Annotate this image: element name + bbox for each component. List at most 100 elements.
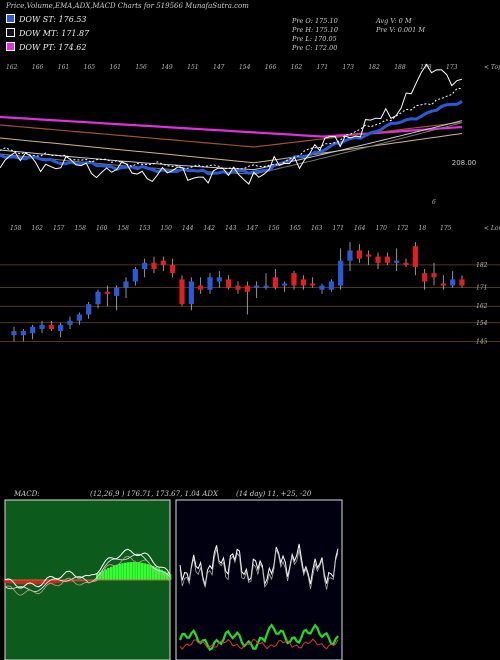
price-tick-label: 171 [476, 285, 487, 292]
bottom-tick-label: 156 [268, 225, 280, 232]
macd-histogram-bar [107, 567, 110, 580]
pre-volume: Pre V: 0.001 M [376, 26, 426, 34]
macd-histogram-bar [37, 580, 40, 585]
ohlc-low: Pre L: 170.05 [292, 35, 337, 43]
candle-body [338, 260, 344, 286]
candle-body [282, 283, 288, 286]
macd-histogram-bar [160, 569, 163, 580]
candle-body [366, 254, 372, 257]
bottom-tick-label: 18 [419, 225, 427, 232]
bottom-tick-label: 143 [225, 225, 237, 232]
macd-histogram-bar [143, 563, 147, 580]
macd-histogram-bar [14, 580, 18, 584]
macd-histogram-bar [123, 562, 127, 580]
top-tick-label: 166 [32, 64, 44, 71]
bottom-tick-label: 171 [333, 225, 344, 232]
macd-histogram-bar [87, 580, 91, 582]
top-tick-label: 188 [394, 64, 406, 71]
ema-price-line [0, 63, 463, 185]
macd-histogram-bar [31, 580, 35, 585]
ema-st-line [0, 100, 463, 176]
candle-body [20, 331, 26, 336]
top-tick-label: 166 [265, 64, 277, 71]
candle-body [132, 269, 138, 282]
macd-histogram-bar [151, 565, 155, 580]
candle-body [188, 281, 194, 305]
top-tick-label: 171 [317, 64, 328, 71]
candle-body [300, 279, 306, 286]
adx-plus-di-line [178, 623, 339, 652]
candle-body [142, 262, 148, 270]
legend-dow-st: DOW ST: 176.53 [6, 14, 87, 24]
top-axis-label: < Tops [484, 64, 500, 71]
top-tick-label: 173 [446, 64, 458, 71]
candle-body [375, 256, 381, 263]
macd-histogram-bar [163, 571, 166, 580]
candle-body [86, 304, 92, 315]
macd-histogram-bar [48, 580, 52, 584]
top-tick-label: 147 [213, 64, 225, 71]
candle-body [39, 324, 45, 329]
candle-body [272, 277, 278, 288]
macd-histogram-bar [129, 562, 133, 580]
bottom-tick-label: 165 [290, 225, 302, 232]
top-tick-label: 173 [342, 64, 354, 71]
macd-histogram-bar [34, 580, 38, 585]
candle-body [403, 262, 409, 265]
candle-body [67, 320, 73, 325]
price-tick-label: 162 [476, 303, 488, 310]
macd-histogram-bar [121, 563, 124, 580]
bottom-tick-label: 160 [96, 225, 108, 232]
macd-histogram-bar [59, 580, 63, 583]
candle-body [104, 291, 110, 294]
bottom-tick-label: 158 [75, 225, 87, 232]
candle-body [198, 285, 204, 290]
candle-body [170, 264, 176, 274]
adx-minus-di-line [179, 638, 339, 650]
macd-histogram-bar [54, 580, 57, 584]
chart-title: Price,Volume,EMA,ADX,MACD Charts for 519… [6, 2, 249, 10]
candle-body [450, 279, 456, 286]
adx-background [175, 499, 343, 660]
candle-body [356, 250, 362, 259]
macd-panel [3, 499, 172, 660]
bottom-tick-label: 158 [10, 225, 22, 232]
adx-params: (14 day) 11, +25, -20 [236, 490, 312, 498]
candle-body [310, 283, 316, 286]
candle-body [431, 273, 437, 278]
candle-body [216, 277, 222, 282]
top-tick-label: 151 [187, 64, 198, 71]
top-tick-label: 162 [291, 64, 303, 71]
macd-histogram-bar [9, 580, 12, 584]
top-tick-label: 162 [6, 64, 18, 71]
macd-histogram-bar [40, 580, 43, 585]
ema-pt-line [0, 115, 463, 138]
candle-body [235, 285, 241, 290]
bottom-tick-label: 147 [247, 225, 259, 232]
macd-histogram-bar [126, 562, 130, 580]
legend-dow-mt: DOW MT: 171.87 [6, 28, 89, 38]
bottom-tick-label: 153 [139, 225, 151, 232]
ohlc-close: Pre C: 172.00 [292, 44, 338, 52]
price-tick-label: 145 [476, 338, 488, 345]
candle-body [58, 324, 64, 332]
avg-volume: Avg V: 0 M [376, 17, 412, 25]
bottom-tick-label: 157 [53, 225, 65, 232]
macd-ema-line [4, 555, 171, 596]
candle-body [254, 285, 260, 288]
top-tick-label: 149 [161, 64, 173, 71]
top-tick-label: 165 [84, 64, 96, 71]
candle-body [263, 285, 269, 288]
ema-marker: 6 [432, 199, 436, 206]
macd-params: (12,26,9 ) 176.71, 173.67, 1.04 ADX [90, 490, 218, 498]
candle-body [123, 281, 129, 288]
ema-right-label: 208.00 [452, 159, 477, 167]
bottom-tick-label: 150 [161, 225, 173, 232]
macd-histogram-bar [135, 562, 138, 580]
macd-histogram-bar [68, 580, 71, 582]
macd-histogram-bar [118, 563, 121, 580]
ema-line-tan [0, 133, 463, 164]
candle-body [384, 256, 390, 263]
macd-histogram-bar [76, 580, 80, 582]
bottom-axis-label: < Lows [484, 225, 500, 232]
